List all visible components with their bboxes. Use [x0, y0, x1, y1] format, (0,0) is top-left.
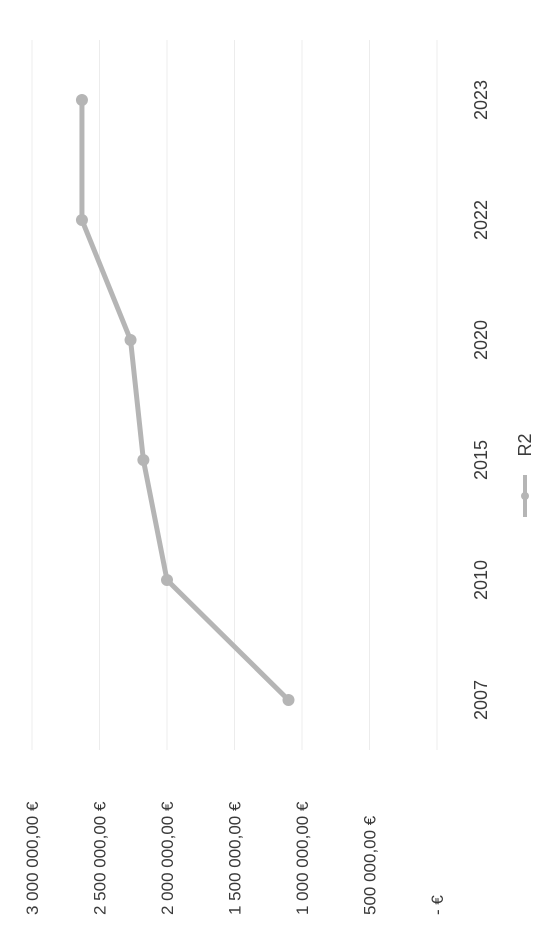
x-tick-label: 2010: [471, 560, 491, 600]
y-tick-label: 500 000,00 €: [361, 815, 380, 915]
data-point: [161, 574, 173, 586]
data-point: [124, 334, 137, 346]
y-tick-label: 1 500 000,00 €: [226, 801, 245, 915]
data-point: [75, 214, 88, 226]
y-tick-label: 2 000 000,00 €: [158, 801, 177, 915]
y-axis-labels: - € 500 000,00 € 1 000 000,00 € 1 500 000,0…: [23, 801, 447, 915]
y-tick-label: 1 000 000,00 €: [293, 801, 312, 915]
series-r2: [79, 100, 291, 702]
series-line: [79, 100, 291, 702]
data-point: [137, 454, 150, 466]
y-tick-label: 3 000 000,00 €: [23, 801, 42, 915]
y-tick-label: - €: [428, 895, 447, 915]
y-tick-label: 2 500 000,00 €: [91, 801, 110, 915]
data-point: [75, 94, 88, 106]
data-points: [75, 94, 295, 706]
x-tick-label: 2015: [471, 440, 491, 480]
x-tick-label: 2007: [471, 680, 491, 720]
grid: [31, 40, 438, 750]
x-tick-label: 2023: [471, 80, 491, 120]
legend: R2: [515, 433, 535, 517]
legend-label: R2: [515, 433, 535, 456]
data-point: [282, 694, 295, 706]
x-tick-label: 2022: [471, 200, 491, 240]
x-tick-label: 2020: [471, 320, 491, 360]
x-axis-labels: 2007 2010 2015 2020 2022 2023: [471, 80, 491, 720]
legend-marker: [521, 492, 529, 500]
